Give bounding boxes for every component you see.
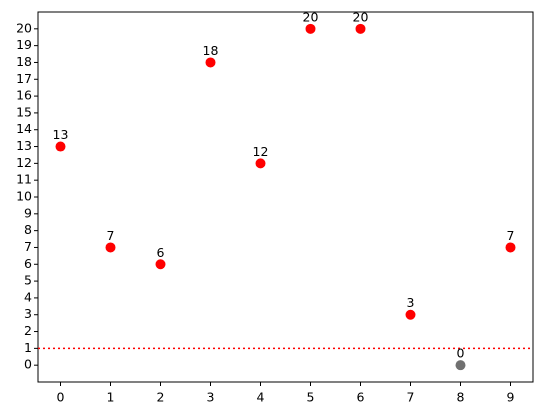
data-label: 20 (353, 9, 369, 24)
point (305, 23, 316, 34)
point (505, 242, 516, 253)
point (455, 360, 466, 371)
x-tick-label: 8 (457, 390, 465, 405)
y-tick-label: 9 (24, 205, 32, 220)
x-tick-label: 4 (257, 390, 265, 405)
point (255, 158, 266, 169)
data-label: 6 (157, 245, 165, 260)
y-tick-label: 5 (24, 273, 32, 288)
point (205, 57, 216, 68)
x-tick-label: 0 (57, 390, 65, 405)
y-tick-label: 14 (16, 121, 32, 136)
x-tick-label: 2 (157, 390, 165, 405)
x-tick-label: 6 (357, 390, 365, 405)
point (405, 309, 416, 320)
y-tick-label: 20 (16, 20, 32, 35)
data-label: 13 (53, 127, 69, 142)
y-tick-label: 6 (24, 256, 32, 271)
data-label: 12 (253, 144, 269, 159)
y-tick-label: 11 (16, 172, 32, 187)
y-tick-label: 13 (16, 138, 32, 153)
y-tick-label: 1 (24, 340, 32, 355)
plot-frame (37, 11, 534, 383)
data-label: 0 (457, 346, 465, 361)
data-label: 7 (507, 228, 515, 243)
point (155, 259, 166, 270)
y-tick-label: 15 (16, 104, 32, 119)
x-tick-label: 3 (207, 390, 215, 405)
x-tick-label: 9 (507, 390, 515, 405)
y-tick-label: 16 (16, 88, 32, 103)
y-tick-label: 17 (16, 71, 32, 86)
y-tick-label: 3 (24, 306, 32, 321)
y-tick-label: 19 (16, 37, 32, 52)
point (55, 141, 66, 152)
y-tick-label: 8 (24, 222, 32, 237)
point (105, 242, 116, 253)
y-tick-label: 18 (16, 54, 32, 69)
point (355, 23, 366, 34)
y-tick-label: 4 (24, 289, 32, 304)
y-tick-label: 2 (24, 323, 32, 338)
data-label: 3 (407, 295, 415, 310)
x-tick-label: 5 (307, 390, 315, 405)
y-tick-label: 0 (24, 357, 32, 372)
y-tick-label: 10 (16, 189, 32, 204)
x-tick-label: 7 (407, 390, 415, 405)
data-label: 7 (107, 228, 115, 243)
data-label: 18 (203, 43, 219, 58)
data-label: 20 (303, 9, 319, 24)
x-tick-label: 1 (107, 390, 115, 405)
y-tick-label: 7 (24, 239, 32, 254)
y-tick-label: 12 (16, 155, 32, 170)
